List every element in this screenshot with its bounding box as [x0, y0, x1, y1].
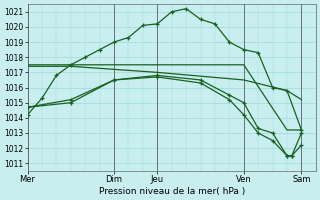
X-axis label: Pression niveau de la mer( hPa ): Pression niveau de la mer( hPa ) — [99, 187, 245, 196]
